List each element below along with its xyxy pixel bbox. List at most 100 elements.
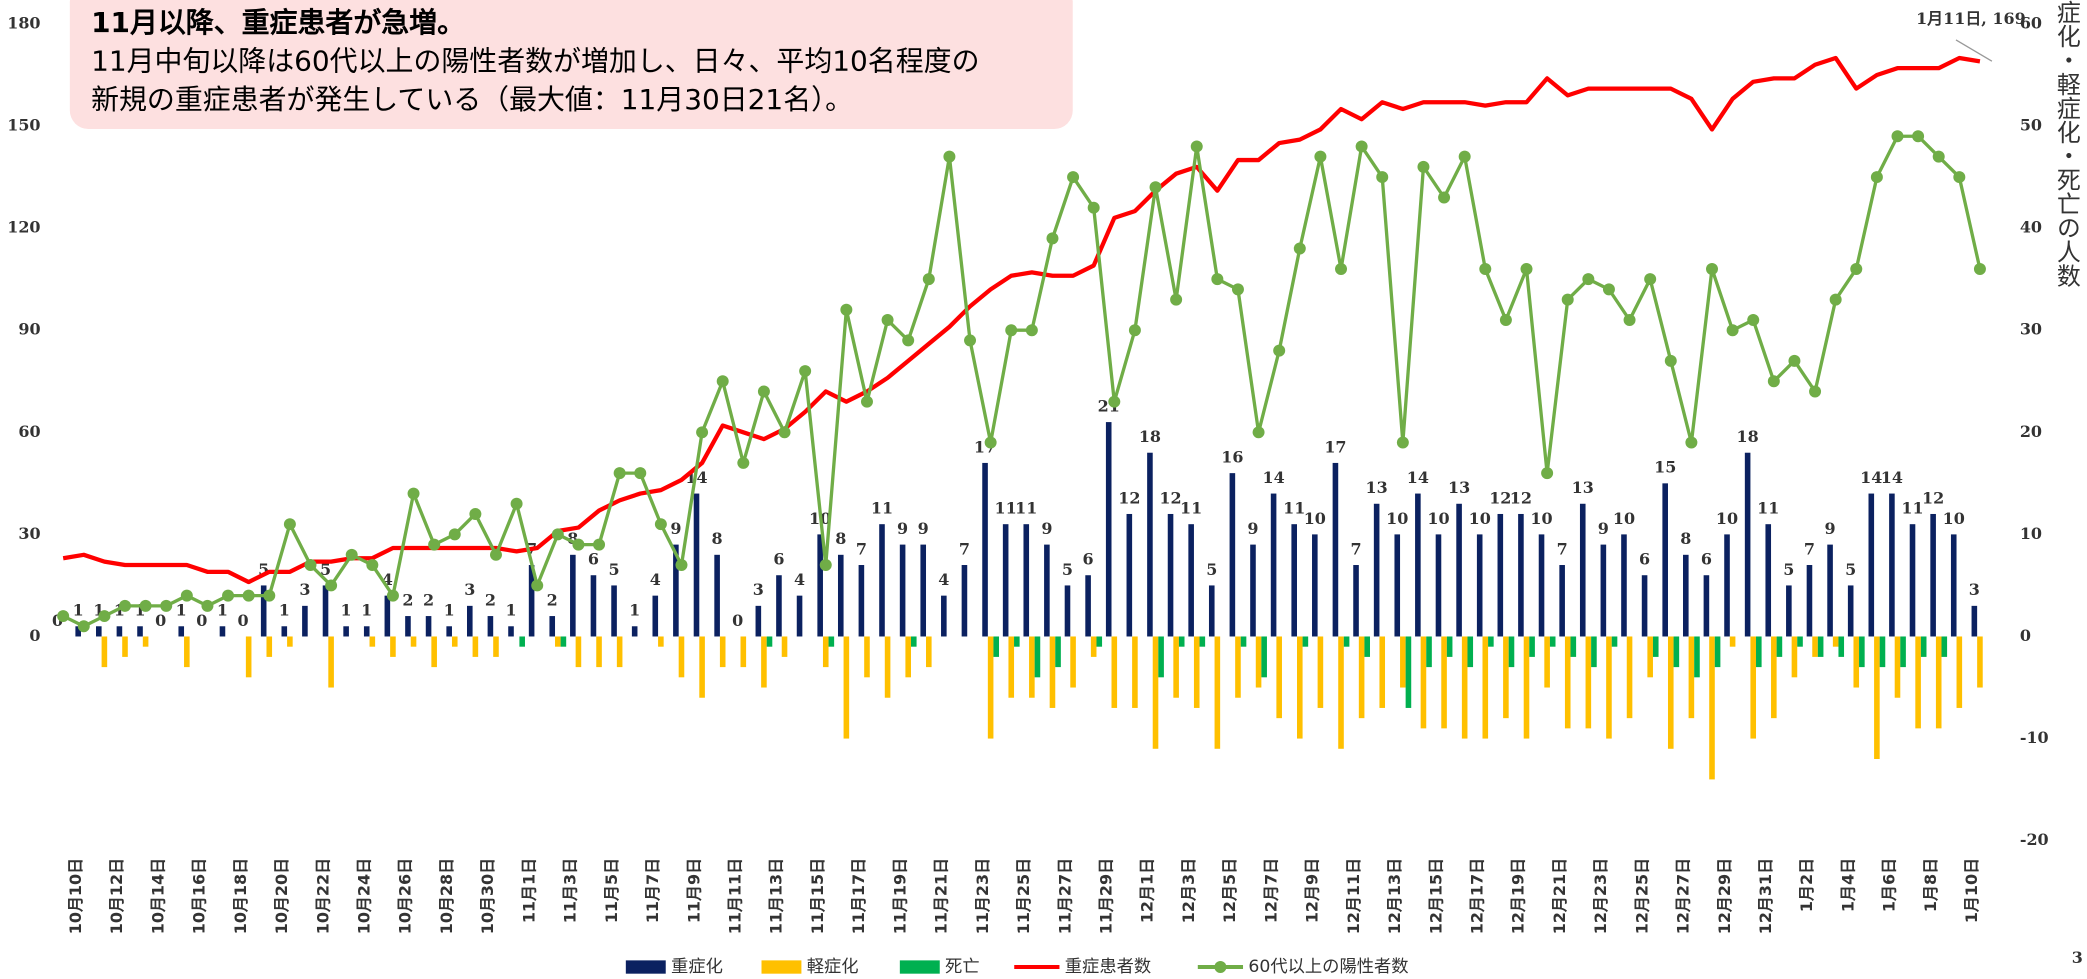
data-label: 11 [1180, 499, 1202, 518]
data-label: 0 [732, 611, 743, 630]
line-marker [1087, 201, 1100, 214]
data-label: 5 [1206, 560, 1217, 579]
bar [1786, 585, 1792, 637]
bar [1394, 534, 1401, 637]
line-marker [325, 579, 338, 592]
bar [1909, 524, 1916, 637]
bar [1868, 493, 1875, 637]
bar [1064, 585, 1071, 637]
bar [245, 636, 252, 678]
bar [1488, 636, 1494, 647]
bar [1853, 636, 1860, 688]
line-marker [366, 559, 379, 572]
data-label: 6 [1083, 550, 1094, 569]
bar [287, 636, 293, 647]
line-marker [1850, 262, 1863, 275]
bar [1564, 636, 1571, 729]
bar [1296, 636, 1303, 739]
bar [1188, 524, 1194, 637]
line-marker [1582, 273, 1595, 286]
legend-swatch [761, 960, 802, 974]
x-tick-label: 10月22日 [313, 858, 332, 934]
line-marker [510, 497, 523, 510]
data-label: 11 [1901, 499, 1923, 518]
bar [1235, 636, 1241, 698]
x-tick-label: 11月25日 [1014, 858, 1033, 934]
data-label: 0 [238, 611, 249, 630]
bar [1549, 636, 1556, 647]
data-label: 0 [52, 611, 63, 630]
line-marker [716, 375, 729, 388]
x-tick-label: 12月19日 [1509, 858, 1528, 934]
line-marker [1355, 140, 1368, 153]
data-label: 5 [1845, 560, 1856, 579]
bar [101, 636, 108, 668]
line-marker [1932, 150, 1945, 163]
x-tick-label: 10月26日 [396, 858, 415, 934]
bar [1152, 636, 1159, 749]
line-marker [1417, 160, 1430, 173]
data-label: 1 [361, 601, 372, 620]
line-marker [1870, 171, 1883, 184]
line-marker [448, 528, 461, 541]
data-label: 11 [995, 499, 1017, 518]
bar [1977, 636, 1983, 688]
bar [508, 626, 514, 637]
line-marker [407, 487, 420, 500]
line-marker [263, 589, 276, 602]
bar [1776, 636, 1783, 657]
bar [1652, 636, 1659, 657]
bar [1173, 636, 1179, 698]
bar [1756, 636, 1762, 668]
x-tick-label: 10月14日 [148, 858, 167, 934]
bar [575, 636, 582, 668]
x-tick-label: 12月5日 [1220, 858, 1239, 923]
data-label: 12 [1489, 488, 1511, 507]
bar [1570, 636, 1577, 657]
data-label: 14 [1881, 468, 1903, 487]
x-tick-label: 11月23日 [973, 858, 992, 934]
bar [1029, 636, 1035, 698]
bar [1838, 636, 1845, 657]
bar [817, 534, 823, 637]
line [62, 134, 1982, 628]
x-tick-label: 11月17日 [849, 858, 868, 934]
line-marker [139, 599, 152, 612]
line-marker [593, 538, 606, 551]
x-tick-label: 12月11日 [1344, 858, 1363, 934]
line-marker [1891, 130, 1904, 143]
bar [755, 605, 762, 637]
data-label: 4 [938, 570, 949, 589]
line-marker [1706, 262, 1718, 275]
bar [858, 565, 865, 637]
bar [343, 626, 349, 637]
bar [1111, 636, 1118, 708]
line-marker [634, 467, 647, 480]
bar [1647, 636, 1653, 678]
data-label: 1 [629, 601, 640, 620]
data-label: 14 [1860, 468, 1882, 487]
bar [431, 636, 437, 668]
bar [1600, 544, 1607, 637]
bar [1405, 636, 1412, 708]
x-tick-label: 1月6日 [1880, 858, 1899, 912]
bar [322, 585, 329, 637]
line-marker [1190, 140, 1203, 153]
x-tick-label: 1月2日 [1797, 858, 1816, 912]
annotation: 1月11日, 169 [1916, 9, 2026, 28]
bar [369, 636, 376, 647]
line-marker [1170, 293, 1183, 306]
bar [1641, 575, 1648, 637]
bar [1461, 636, 1468, 739]
bar [1930, 513, 1936, 637]
y2-tick-label: 30 [2020, 320, 2042, 339]
bar [993, 636, 1000, 657]
bar [1199, 636, 1206, 647]
line-marker [57, 610, 70, 623]
data-label: 6 [1639, 550, 1650, 569]
line-marker [428, 538, 441, 551]
bar [982, 462, 988, 637]
x-tick-label: 12月29日 [1715, 858, 1734, 934]
bar [596, 636, 602, 668]
line-marker [778, 426, 791, 439]
